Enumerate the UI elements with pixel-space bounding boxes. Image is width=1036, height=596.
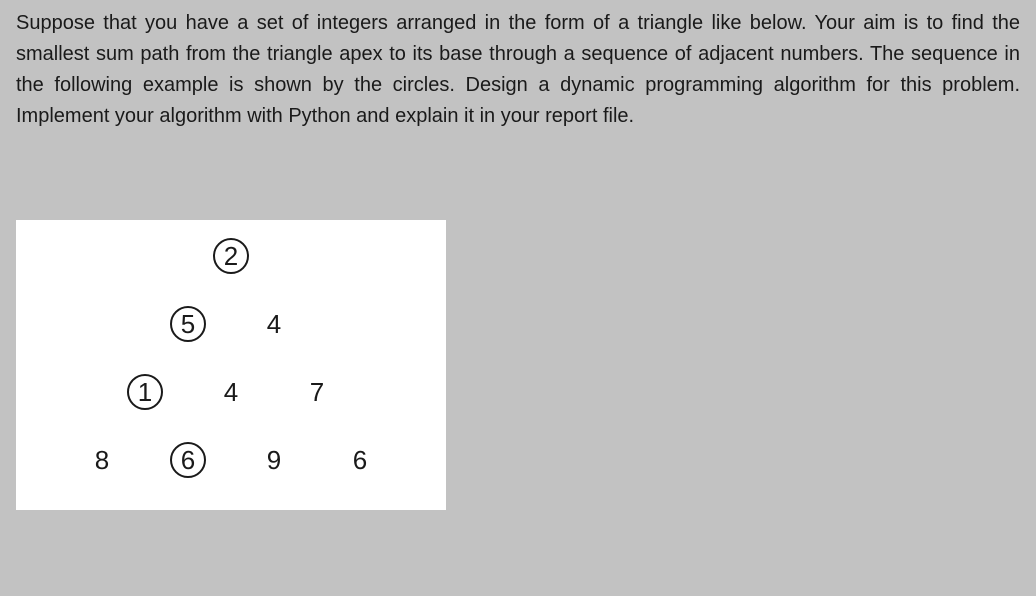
- triangle-cell: 8: [84, 442, 120, 478]
- triangle-panel: 2 5 4 1 4 7 8 6 9 6: [16, 220, 446, 510]
- triangle-cell: 4: [256, 306, 292, 342]
- triangle-cell: 9: [256, 442, 292, 478]
- triangle-row: 1 4 7: [16, 374, 446, 410]
- question-text: Suppose that you have a set of integers …: [0, 0, 1036, 132]
- triangle-cell: 4: [213, 374, 249, 410]
- triangle-cell-circled: 2: [213, 238, 249, 274]
- triangle-cell: 7: [299, 374, 335, 410]
- triangle-row: 8 6 9 6: [16, 442, 446, 478]
- triangle-cell: 6: [342, 442, 378, 478]
- triangle-cell-circled: 5: [170, 306, 206, 342]
- triangle-row: 5 4: [16, 306, 446, 342]
- triangle-row: 2: [16, 238, 446, 274]
- triangle-cell-circled: 1: [127, 374, 163, 410]
- triangle-cell-circled: 6: [170, 442, 206, 478]
